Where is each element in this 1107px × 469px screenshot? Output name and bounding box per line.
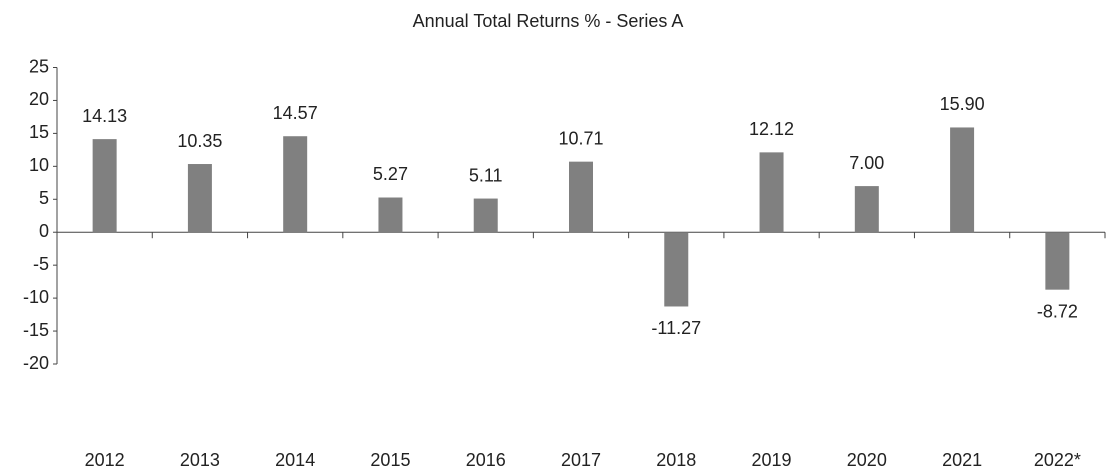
- data-label: 10.71: [558, 128, 603, 148]
- bar: [664, 232, 689, 307]
- x-tick-label: 2014: [275, 450, 315, 469]
- data-label: 12.12: [749, 119, 794, 139]
- bar: [854, 186, 879, 233]
- y-tick-label: -10: [23, 287, 49, 307]
- bar: [759, 152, 784, 233]
- bar: [187, 164, 212, 233]
- y-tick-label: -20: [23, 353, 49, 373]
- x-tick-label: 2016: [466, 450, 506, 469]
- x-tick-label: 2021: [942, 450, 982, 469]
- chart-title: Annual Total Returns % - Series A: [413, 11, 684, 31]
- x-tick-label: 2013: [180, 450, 220, 469]
- bar: [283, 136, 308, 233]
- data-label: 7.00: [849, 153, 884, 173]
- bar: [473, 198, 498, 233]
- x-tick-label: 2017: [561, 450, 601, 469]
- bar: [569, 161, 593, 233]
- x-tick-label: 2015: [370, 450, 410, 469]
- data-label: 5.27: [373, 164, 408, 184]
- y-tick-label: 20: [29, 89, 49, 109]
- y-tick-label: -15: [23, 320, 49, 340]
- x-tick-label: 2018: [656, 450, 696, 469]
- bar: [92, 139, 117, 233]
- bar: [378, 197, 403, 233]
- y-tick-label: 15: [29, 122, 49, 142]
- data-label: 14.13: [82, 106, 127, 126]
- data-label: 5.11: [469, 165, 503, 185]
- x-tick-label: 2019: [752, 450, 792, 469]
- data-label: -11.27: [651, 318, 701, 338]
- y-tick-label: 25: [29, 56, 49, 76]
- data-label: -8.72: [1037, 301, 1078, 321]
- y-tick-label: 10: [29, 155, 49, 175]
- y-tick-label: 0: [39, 221, 49, 241]
- y-tick-label: 5: [39, 188, 49, 208]
- data-label: 10.35: [177, 131, 222, 151]
- data-label: 15.90: [940, 94, 985, 114]
- bar: [1045, 232, 1070, 290]
- x-tick-label: 2022*: [1034, 450, 1081, 469]
- bar: [950, 127, 975, 233]
- x-tick-label: 2012: [85, 450, 125, 469]
- x-tick-label: 2020: [847, 450, 887, 469]
- data-label: 14.57: [273, 103, 318, 123]
- y-tick-label: -5: [33, 254, 49, 274]
